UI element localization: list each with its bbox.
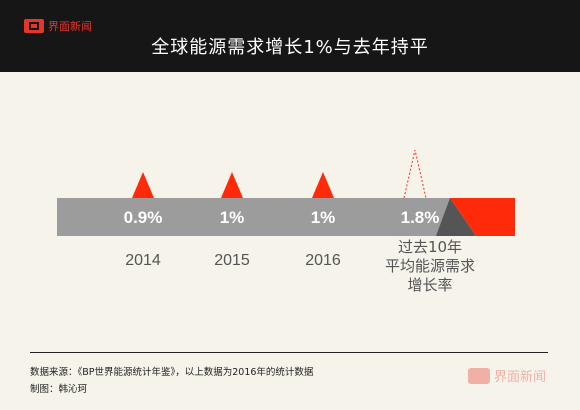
growth-marker-triangle xyxy=(221,172,243,198)
watermark: 界面新闻 xyxy=(468,366,546,385)
average-category-label-line: 平均能源需求 xyxy=(385,257,475,275)
average-highlight-wedge xyxy=(436,198,476,236)
header-bar: 界面新闻 全球能源需求增长1%与去年持平 xyxy=(0,0,580,72)
category-label: 2014 xyxy=(125,252,161,269)
average-category-label-line: 增长率 xyxy=(407,276,452,294)
value-label: 1.8% xyxy=(401,208,440,227)
category-label: 2015 xyxy=(214,252,250,269)
growth-marker-triangle xyxy=(312,172,334,198)
watermark-text: 界面新闻 xyxy=(494,370,547,385)
timeline-band xyxy=(57,198,450,236)
average-highlight-block xyxy=(450,198,515,236)
brand-logo: 界面新闻 xyxy=(24,18,92,34)
brand-logo-icon xyxy=(24,19,44,33)
value-label: 0.9% xyxy=(124,208,163,227)
value-label: 1% xyxy=(311,208,336,227)
category-label: 2016 xyxy=(305,252,341,269)
footer-divider xyxy=(30,352,548,353)
value-label: 1% xyxy=(220,208,245,227)
data-source-note: 数据来源：《BP世界能源统计年鉴》，以上数据为2016年的统计数据 xyxy=(30,367,314,378)
average-dashed-triangle xyxy=(403,149,427,199)
watermark-logo-icon xyxy=(468,367,490,384)
brand-name: 界面新闻 xyxy=(48,20,92,33)
page-title: 全球能源需求增长1%与去年持平 xyxy=(151,37,429,58)
growth-marker-triangle xyxy=(132,172,154,198)
average-category-label-line: 过去10年 xyxy=(398,238,462,256)
chart-author: 制图：韩沁珂 xyxy=(30,384,88,395)
